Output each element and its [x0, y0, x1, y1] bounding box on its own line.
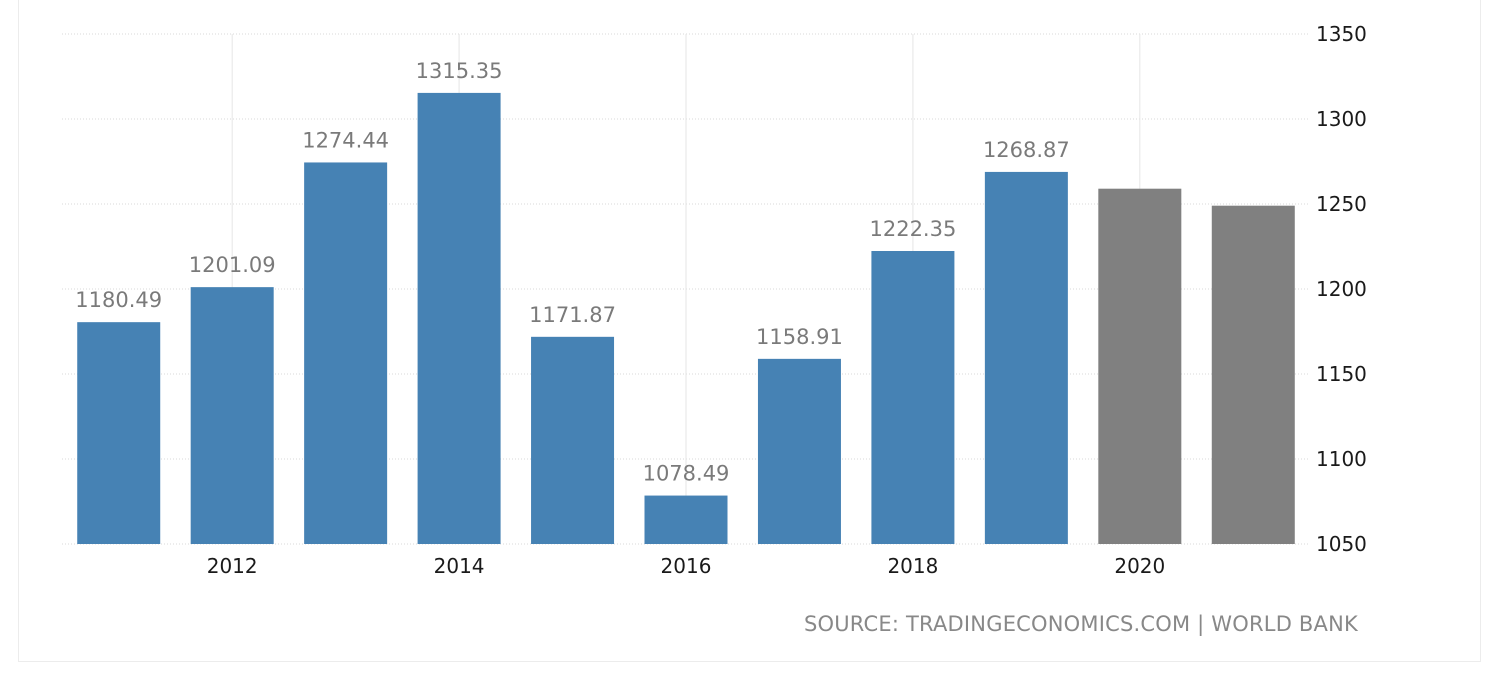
y-tick-label: 1200	[1316, 277, 1367, 301]
x-tick-label: 2016	[661, 554, 712, 578]
x-tick-label: 2018	[887, 554, 938, 578]
bar-value-label: 1222.35	[869, 217, 956, 241]
bars	[77, 92, 1295, 544]
x-axis: 2012 2014 2016 2018 2020	[207, 554, 1166, 578]
x-tick-label: 2012	[207, 554, 258, 578]
bar	[984, 171, 1068, 544]
bar	[304, 162, 388, 544]
bar	[77, 322, 161, 544]
bar-value-label: 1315.35	[416, 59, 503, 83]
x-tick-label: 2014	[434, 554, 485, 578]
y-tick-label: 1100	[1316, 447, 1367, 471]
y-tick-label: 1050	[1316, 532, 1367, 556]
forecast-bar	[1211, 205, 1295, 544]
bar	[531, 336, 615, 544]
y-tick-label: 1150	[1316, 362, 1367, 386]
bar	[644, 495, 728, 544]
y-axis: 1050 1100 1150 1200 1250 1300 1350	[1316, 22, 1367, 556]
bar-value-label: 1201.09	[189, 253, 276, 277]
bar-value-label: 1180.49	[75, 288, 162, 312]
bar-value-label: 1268.87	[983, 138, 1070, 162]
bar-value-label: 1078.49	[643, 462, 730, 486]
y-tick-label: 1250	[1316, 192, 1367, 216]
y-tick-label: 1300	[1316, 107, 1367, 131]
bar-value-label: 1158.91	[756, 325, 843, 349]
bar-value-label: 1171.87	[529, 303, 616, 327]
x-tick-label: 2020	[1114, 554, 1165, 578]
bar	[417, 92, 501, 544]
source-caption: SOURCE: TRADINGECONOMICS.COM | WORLD BAN…	[803, 612, 1358, 636]
bar	[757, 358, 841, 544]
bar-value-label: 1274.44	[302, 128, 389, 152]
forecast-bar	[1098, 188, 1182, 544]
bar	[871, 251, 955, 544]
y-tick-label: 1350	[1316, 22, 1367, 46]
data-labels: 1180.49 1201.09 1274.44 1315.35 1171.87 1078.…	[75, 59, 1069, 486]
bar	[190, 287, 274, 544]
